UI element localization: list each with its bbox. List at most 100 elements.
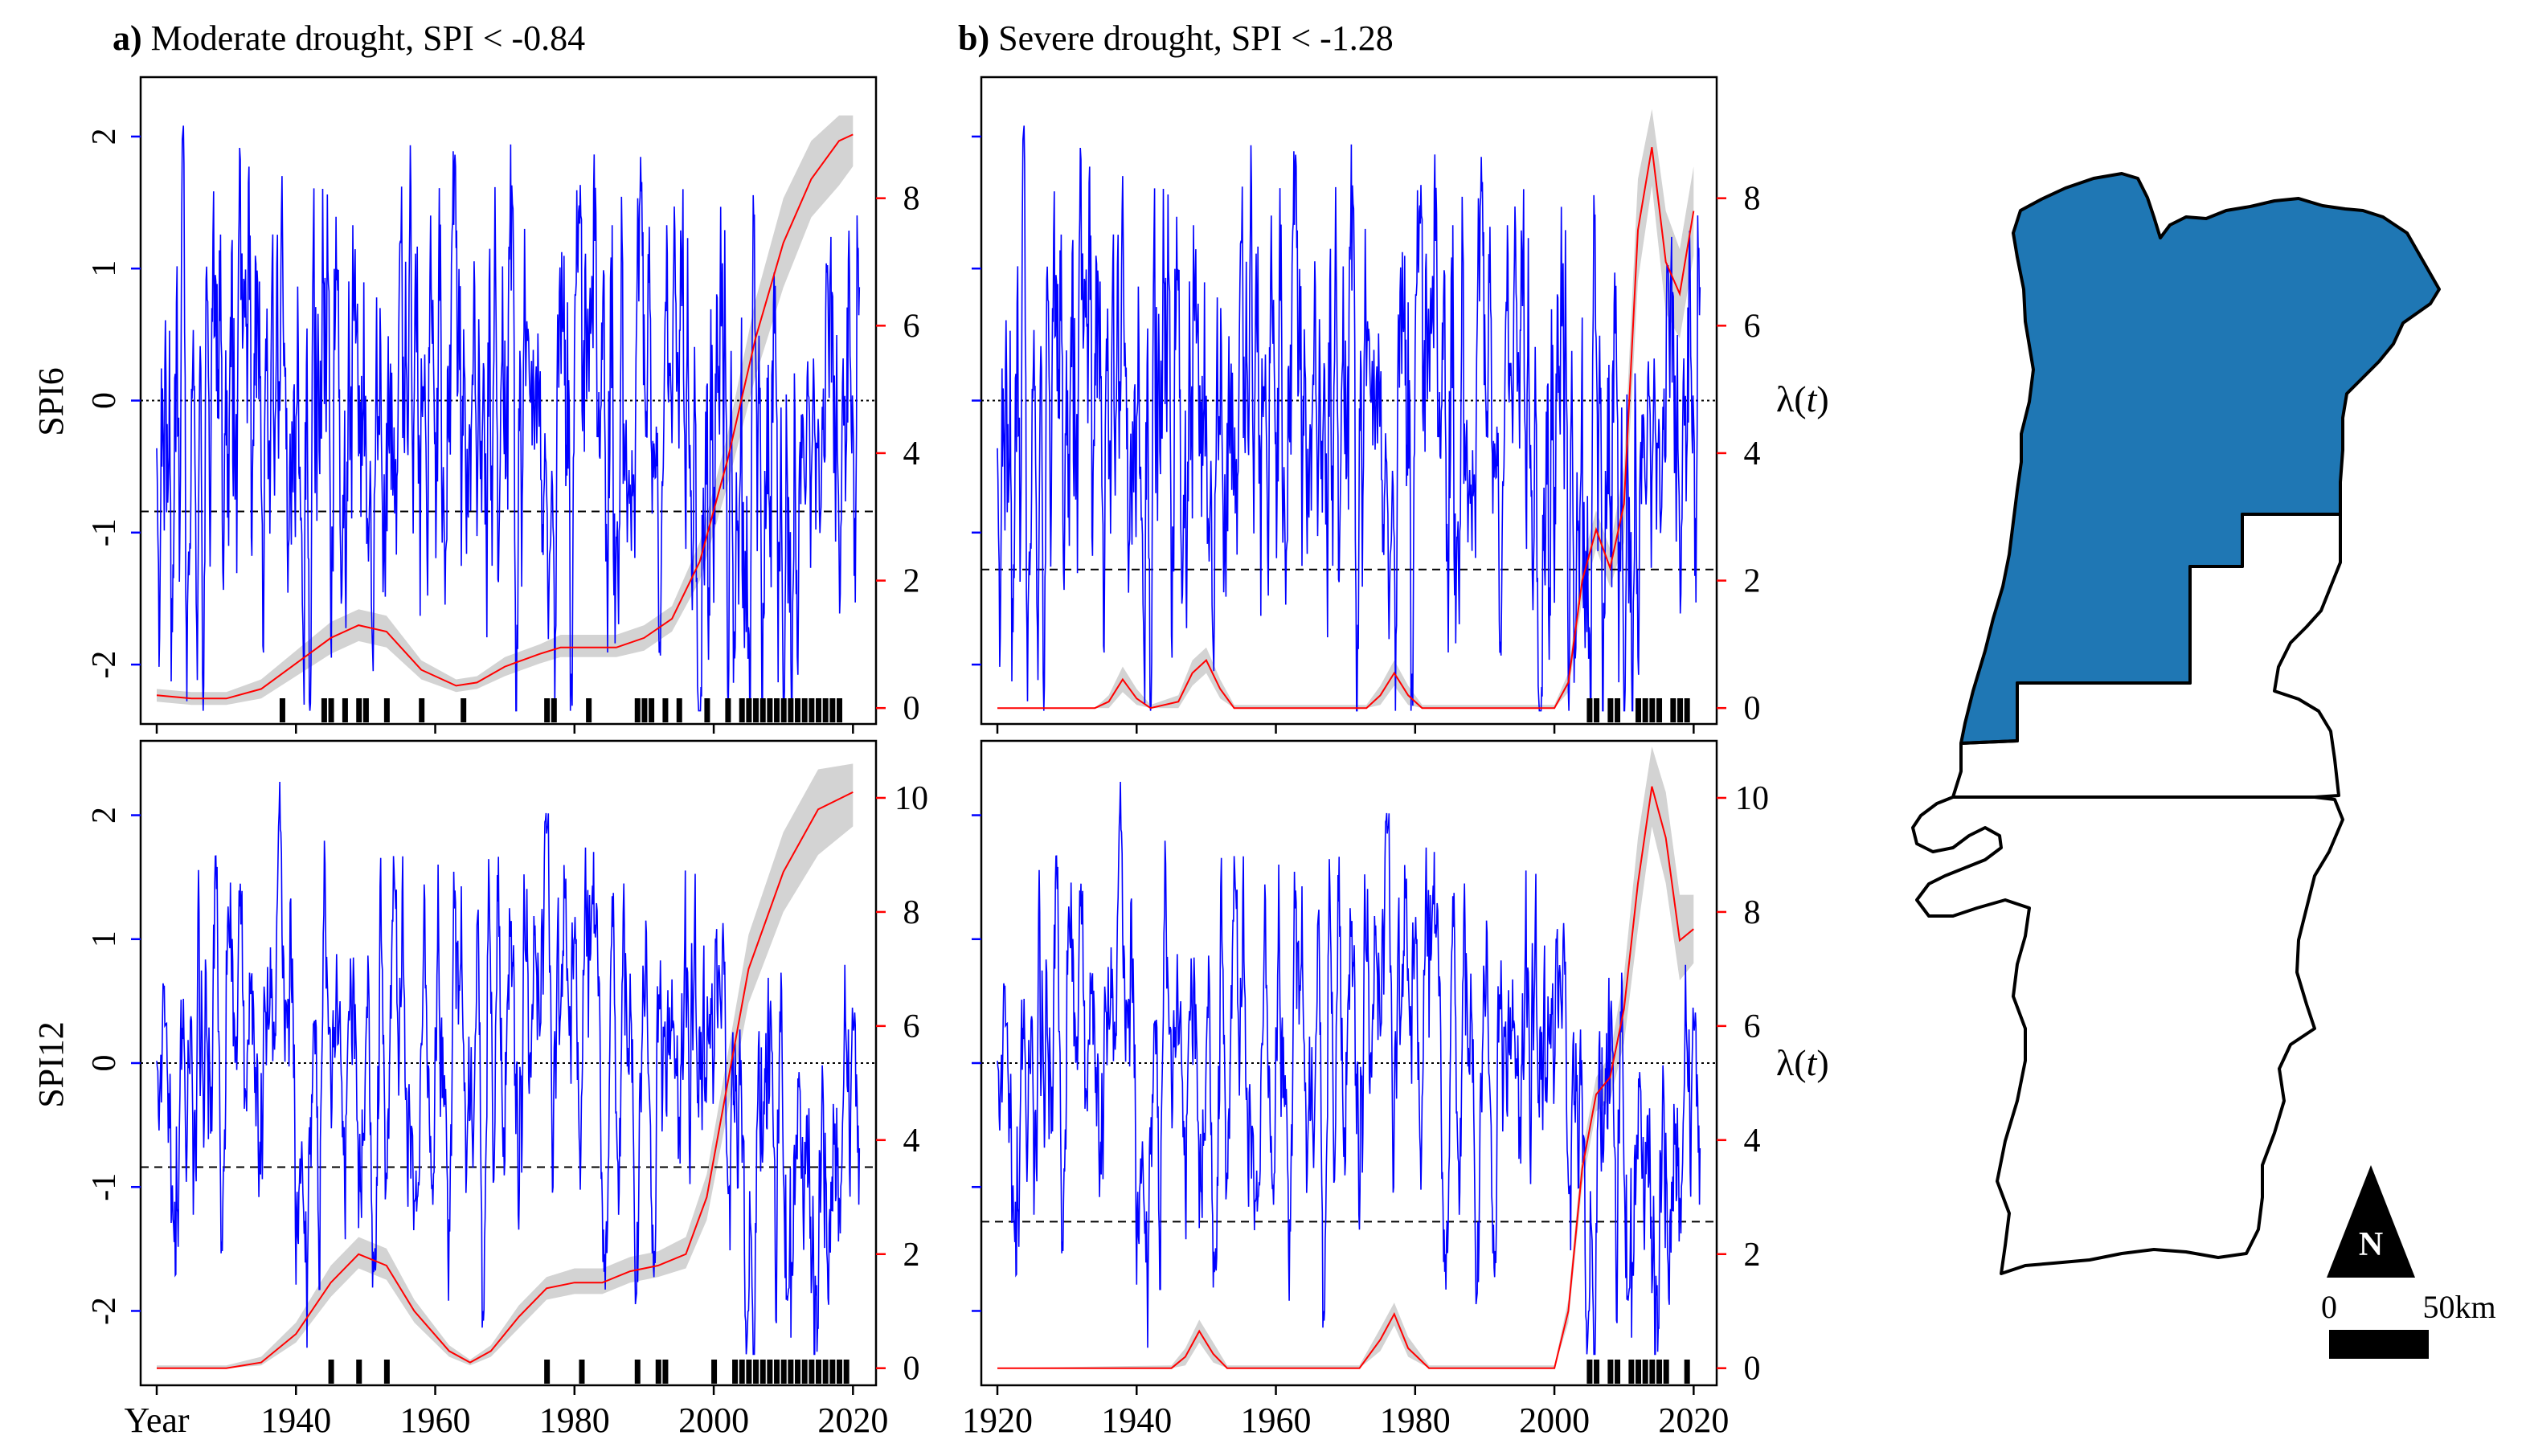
event-mark [1586,1360,1593,1384]
right-tick-label: 6 [1744,1008,1761,1045]
event-mark [328,1360,334,1384]
event-mark [383,1360,390,1384]
event-mark [809,698,815,722]
scale-distance-label: 50km [2422,1289,2495,1325]
north-label: N [2359,1226,2383,1263]
event-mark [711,1360,718,1384]
right-tick-label: 6 [1744,308,1761,345]
lambda-label-bottom-var: t [1807,1042,1818,1083]
event-mark [788,698,794,722]
event-mark [1607,698,1614,722]
event-mark [356,698,362,722]
north-arrow-icon [2327,1165,2415,1278]
map-central-region [1951,513,2342,799]
lambda-label-bottom-prefix: λ( [1776,1042,1807,1083]
event-mark [383,698,390,722]
lambda-label-top-prefix: λ( [1776,378,1807,419]
right-tick-label: 6 [903,308,920,345]
right-tick-label: 0 [1744,690,1761,727]
left-tick-label: -2 [86,1297,123,1325]
event-mark [774,698,780,722]
event-mark [544,1360,551,1384]
event-mark [1649,1360,1656,1384]
right-tick-label: 2 [903,1237,920,1274]
event-mark [732,1360,739,1384]
x-tick-label: 1940 [260,1401,331,1440]
left-tick-label: -2 [86,651,123,679]
event-mark [739,1360,745,1384]
map-south-region [1911,795,2344,1275]
right-tick-label: 0 [1744,1351,1761,1388]
panel-title-b-text: Severe drought, SPI < -1.28 [989,18,1394,58]
event-mark [753,698,759,722]
x-tick-label: 1980 [539,1401,610,1440]
right-tick-label: 8 [903,181,920,218]
lambda-label-top: λ(t) [1776,378,1829,419]
event-mark [1663,1360,1669,1384]
left-tick-label: -1 [86,518,123,546]
event-mark [759,1360,766,1384]
right-tick-label: 10 [1735,780,1769,817]
event-mark [809,1360,815,1384]
event-mark [822,1360,829,1384]
left-tick-label: 1 [86,260,123,277]
event-mark [753,1360,759,1384]
portugal-map: N 0 50km [1911,172,2496,1359]
event-mark [704,698,710,722]
left-tick-label: 1 [86,930,123,947]
event-mark [829,1360,836,1384]
event-mark [780,698,787,722]
chart-panel-a-bottom: -2 -1 0 1 2 0 2 4 6 8 10 Year 1940 1960 1980 2000 2020 [86,739,928,1440]
event-mark [801,1360,808,1384]
event-mark [739,698,745,722]
left-tick-label: 2 [86,807,123,824]
event-mark [1594,1360,1600,1384]
chart-panel-b-top: 0 2 4 6 8 [972,76,1761,734]
row-label-spi12: SPI12 [31,1021,71,1108]
event-mark [662,1360,669,1384]
event-mark [822,698,829,722]
spi-series-line [156,125,861,712]
lambda-label-bottom-suffix: ) [1816,1042,1828,1083]
lambda-label-bottom: λ(t) [1776,1042,1829,1083]
event-mark [816,698,822,722]
event-mark [816,1360,822,1384]
event-mark [725,698,731,722]
left-tick-label: 0 [86,1055,123,1072]
event-mark [586,698,592,722]
event-mark [1670,698,1676,722]
right-tick-label: 6 [903,1008,920,1045]
event-mark [321,698,327,722]
event-mark [356,1360,362,1384]
panel-title-b-letter: b) [958,18,989,58]
x-tick-label: 2000 [678,1401,749,1440]
event-mark [544,698,551,722]
right-tick-label: 2 [1744,563,1761,600]
scale-zero-label: 0 [2321,1289,2337,1325]
event-mark [328,698,334,722]
spi-series-line [997,781,1701,1356]
event-mark [780,1360,787,1384]
event-mark [1615,698,1621,722]
event-mark [1677,698,1684,722]
event-mark [746,1360,752,1384]
event-mark [759,698,766,722]
event-mark [829,698,836,722]
spi-series-line [997,125,1701,712]
x-tick-label: 1940 [1101,1401,1172,1440]
event-mark [634,698,641,722]
spi-series-line [156,781,861,1356]
right-tick-label: 4 [903,1123,920,1159]
lambda-label-top-suffix: ) [1816,378,1828,419]
right-tick-label: 8 [903,894,920,931]
event-mark [1615,1360,1621,1384]
x-tick-label: 2020 [817,1401,888,1440]
event-mark [1656,698,1663,722]
event-mark [1636,698,1642,722]
x-tick-label: Year [124,1401,189,1440]
lambda-line [997,147,1695,710]
right-tick-label: 10 [895,780,928,817]
right-tick-label: 8 [1744,181,1761,218]
event-mark [746,698,752,722]
event-mark [1684,698,1690,722]
